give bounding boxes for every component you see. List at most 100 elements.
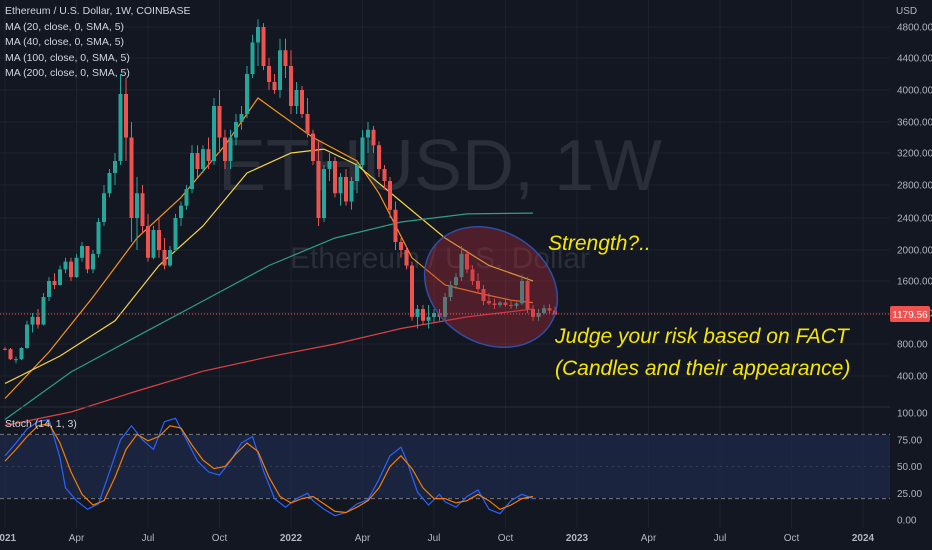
candle-body: [410, 265, 414, 317]
candle-body: [542, 308, 546, 313]
price-tick-label: 4800.00: [897, 23, 932, 34]
annotation-judge-line1: Judge your risk based on FACT: [554, 325, 851, 348]
candle-body: [289, 66, 293, 106]
candle-body: [355, 165, 359, 181]
candle-body: [536, 313, 541, 317]
time-tick-label: 2023: [566, 533, 589, 544]
candle-body: [58, 269, 62, 285]
legend-ma20[interactable]: MA (20, close, 0, SMA, 5): [5, 20, 125, 33]
price-tick-label: 4400.00: [897, 54, 932, 65]
candle-body: [168, 250, 172, 266]
candle-body: [212, 106, 216, 161]
candle-body: [509, 305, 513, 306]
time-tick-label: Oct: [212, 533, 228, 544]
stoch-lines: [4, 417, 534, 517]
stoch-legend[interactable]: Stoch (14, 1, 3): [5, 418, 77, 430]
stoch-d-line: [4, 423, 534, 514]
price-tick-label: 1600.00: [897, 277, 932, 288]
symbol-watermark: ETHUSD, 1W Ethereum / U.S. Dollar: [218, 126, 662, 275]
candle-body: [344, 177, 348, 202]
candle-body: [415, 309, 420, 317]
last-price-value: 1179.56: [892, 310, 928, 321]
candle-body: [272, 82, 277, 90]
stoch-tick-label: 50.00: [897, 462, 922, 473]
legend-title[interactable]: Ethereum / U.S. Dollar, 1W, COINBASE: [5, 5, 191, 17]
candle-body: [8, 349, 13, 360]
last-price-tag: 1179.56: [0, 306, 930, 322]
price-tick-label: 3200.00: [897, 149, 932, 160]
candle-body: [162, 250, 167, 266]
moving-averages: [4, 97, 534, 427]
candle-body: [333, 161, 337, 194]
candle-body: [316, 161, 321, 218]
candle-body: [377, 145, 381, 169]
time-axis[interactable]: 2021 Apr Jul Oct 2022 Apr Jul Oct 2023 Apr Jul Oct 2…: [0, 533, 875, 544]
legend-ma40[interactable]: MA (40, close, 0, SMA, 5): [5, 36, 125, 48]
stoch-tick-label: 75.00: [897, 435, 922, 446]
legend-ma200[interactable]: MA (200, close, 0, SMA, 5): [5, 67, 130, 79]
time-tick-label: 2022: [280, 533, 303, 544]
candle-body: [135, 193, 139, 218]
stoch-axis[interactable]: 0.00 25.00 50.00 75.00 100.00: [897, 409, 928, 527]
indicator-legend: Ethereum / U.S. Dollar, 1W, COINBASE MA …: [5, 4, 191, 82]
candle-body: [311, 133, 315, 161]
candle-body: [503, 302, 508, 305]
candle-body: [85, 246, 90, 270]
candle-body: [146, 226, 150, 258]
candle-body: [30, 316, 35, 325]
watermark-symbol: ETHUSD, 1W: [218, 126, 662, 206]
candle-body: [470, 269, 475, 281]
time-tick-label: Oct: [498, 533, 514, 544]
candle-body: [3, 348, 7, 350]
candle-body: [448, 285, 453, 297]
price-tick-label: 4000.00: [897, 86, 932, 97]
candle-body: [157, 230, 161, 250]
candle-body: [476, 281, 480, 289]
candle-body: [206, 149, 211, 161]
candle-body: [382, 169, 387, 181]
candle-body: [140, 193, 145, 226]
stoch-tick-label: 25.00: [897, 489, 922, 500]
candle-body: [184, 189, 189, 206]
candle-body: [294, 90, 299, 106]
candle-body: [360, 137, 365, 165]
candle-body: [349, 181, 354, 202]
candle-body: [404, 250, 409, 266]
legend-ma100[interactable]: MA (100, close, 0, SMA, 5): [5, 51, 130, 64]
candle-body: [25, 324, 29, 348]
candle-body: [283, 50, 288, 66]
candle-body: [498, 302, 502, 305]
candle-body: [47, 281, 51, 297]
candle-body: [443, 297, 447, 317]
candle-body: [179, 205, 183, 218]
candle-body: [426, 316, 431, 321]
candle-body: [322, 169, 326, 218]
candle-body: [96, 222, 101, 254]
candle-body: [250, 42, 255, 74]
candle-body: [305, 114, 310, 134]
candle-body: [300, 90, 304, 114]
price-tick-label: 2800.00: [897, 181, 932, 192]
candle-body: [41, 297, 46, 325]
candle-body: [195, 153, 200, 169]
candle-body: [492, 303, 497, 305]
candle-body: [228, 137, 233, 161]
candle-body: [459, 253, 464, 278]
price-tick-label: 3600.00: [897, 118, 932, 129]
candle-body: [151, 230, 156, 258]
stoch-tick-label: 100.00: [897, 409, 928, 420]
time-tick-label: Jul: [142, 533, 155, 544]
candle-body: [267, 66, 271, 82]
candle-body: [239, 114, 244, 122]
candle-body: [124, 94, 128, 138]
candle-body: [454, 277, 458, 285]
candle-body: [245, 74, 249, 114]
candle-body: [113, 161, 117, 173]
time-tick-label: Jul: [714, 533, 727, 544]
candle-body: [514, 303, 519, 306]
candle-body: [69, 261, 73, 278]
candle-body: [102, 193, 106, 222]
time-tick-label: Apr: [69, 533, 85, 544]
ma-line-3: [4, 212, 534, 420]
